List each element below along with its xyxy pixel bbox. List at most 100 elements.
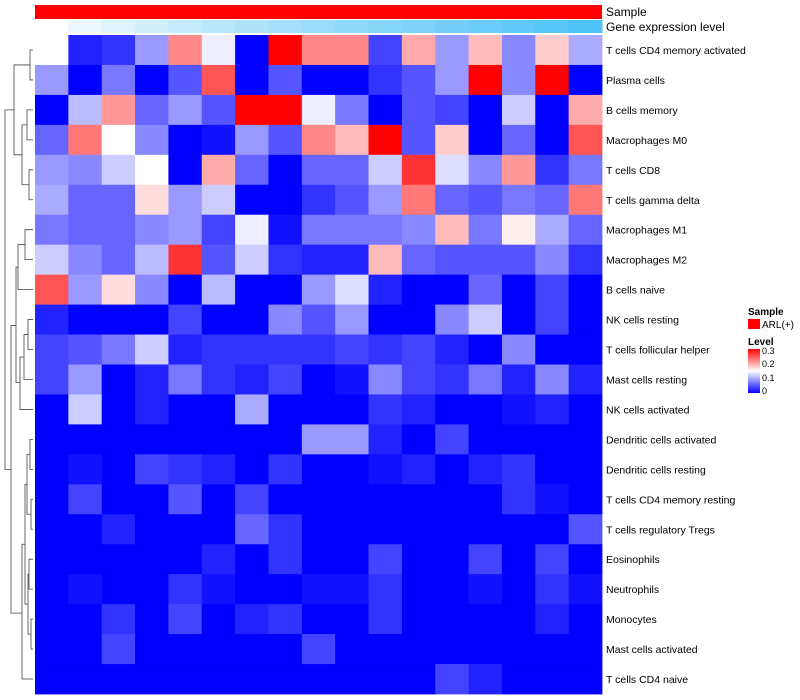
heatmap-cell xyxy=(101,35,136,66)
heatmap-cell xyxy=(301,304,336,335)
heatmap-cell xyxy=(468,634,503,665)
heatmap-cell xyxy=(268,634,303,665)
dendrogram-branch xyxy=(15,266,20,383)
heatmap-cell xyxy=(101,424,136,455)
heatmap-cell xyxy=(335,574,369,605)
row-label: B cells naive xyxy=(606,285,665,297)
heatmap-cell xyxy=(101,154,136,186)
row-label: Dendritic cells resting xyxy=(606,464,706,476)
heatmap-cell xyxy=(35,454,69,485)
heatmap-cell xyxy=(335,544,369,575)
heatmap-cell xyxy=(68,274,103,305)
heatmap-cell xyxy=(68,604,103,635)
heatmap-cell xyxy=(68,94,103,126)
heatmap-cell xyxy=(201,364,236,395)
heatmap-cell xyxy=(68,514,103,545)
expression-track-cell xyxy=(235,20,269,33)
heatmap-cell xyxy=(35,184,69,216)
heatmap-cell xyxy=(135,304,169,335)
heatmap-cell xyxy=(301,634,336,665)
heatmap-cell xyxy=(35,544,69,575)
heatmap-cell xyxy=(68,394,103,425)
heatmap-cell xyxy=(568,184,603,216)
heatmap-cell xyxy=(268,514,303,545)
heatmap-cell xyxy=(268,124,303,156)
heatmap-cell xyxy=(101,454,136,485)
heatmap-cell xyxy=(468,664,503,695)
heatmap-cell xyxy=(301,64,336,96)
heatmap-cell xyxy=(235,484,269,515)
heatmap-cell xyxy=(35,274,69,305)
heatmap-cell xyxy=(568,64,603,96)
heatmap-cell xyxy=(468,184,503,216)
heatmap-cell xyxy=(335,184,369,216)
heatmap-cell xyxy=(468,424,503,455)
heatmap-cell xyxy=(301,604,336,635)
heatmap-cell xyxy=(101,184,136,216)
dendrogram-branch xyxy=(29,438,33,470)
legend-level-tick: 0.2 xyxy=(762,359,775,369)
heatmap-cell xyxy=(501,394,536,425)
heatmap-cell xyxy=(568,604,603,635)
heatmap-cell xyxy=(235,154,269,186)
heatmap-cell xyxy=(135,364,169,395)
row-label: T cells follicular helper xyxy=(606,345,710,357)
row-label: T cells CD8 xyxy=(606,165,660,177)
dendrogram-branch xyxy=(4,109,14,470)
heatmap-cell xyxy=(301,574,336,605)
heatmap-cell xyxy=(501,364,536,395)
heatmap-cell xyxy=(68,124,103,156)
row-label: T cells CD4 naive xyxy=(606,674,688,686)
heatmap-cell xyxy=(401,64,436,96)
dendrogram-branch xyxy=(27,319,33,350)
heatmap-cell xyxy=(501,244,536,276)
heatmap-cell xyxy=(468,124,503,156)
heatmap-cell xyxy=(401,574,436,605)
heatmap-cell xyxy=(468,604,503,635)
heatmap-cell xyxy=(535,274,570,305)
heatmap-cell xyxy=(201,94,236,126)
heatmap-cell xyxy=(568,634,603,665)
heatmap-cell xyxy=(335,604,369,635)
heatmap-cell xyxy=(101,574,136,605)
heatmap-cell xyxy=(201,394,236,425)
heatmap-cell xyxy=(101,274,136,305)
heatmap-cell xyxy=(401,274,436,305)
heatmap-cell xyxy=(135,124,169,156)
heatmap-cell xyxy=(168,244,203,276)
heatmap-cell xyxy=(501,94,536,126)
heatmap-cell xyxy=(301,394,336,425)
heatmap-cell xyxy=(435,274,469,305)
dendrogram-branch xyxy=(24,483,28,605)
heatmap-cell xyxy=(301,35,336,66)
heatmap-cell xyxy=(568,154,603,186)
legend-sample-entry: ARL(+) xyxy=(762,320,794,331)
row-label: Macrophages M1 xyxy=(606,225,687,237)
row-label: B cells memory xyxy=(606,105,679,117)
heatmap-cell xyxy=(401,154,436,186)
legend-sample-swatch xyxy=(748,319,760,329)
row-label: Eosinophils xyxy=(606,554,660,566)
heatmap-cell xyxy=(301,484,336,515)
heatmap-cell xyxy=(501,484,536,515)
heatmap-cell xyxy=(335,124,369,156)
sample-track-label: Sample xyxy=(606,5,647,19)
heatmap-cell xyxy=(568,364,603,395)
heatmap-cell xyxy=(335,64,369,96)
heatmap-cell xyxy=(35,574,69,605)
heatmap-cell xyxy=(401,304,436,335)
heatmap-cell xyxy=(235,364,269,395)
heatmap-cell xyxy=(35,664,69,695)
heatmap-cell xyxy=(368,544,403,575)
heatmap-cell xyxy=(68,424,103,455)
expression-track-cell xyxy=(368,20,403,33)
heatmap-cell xyxy=(501,124,536,156)
heatmap-cell xyxy=(368,424,403,455)
heatmap-cell xyxy=(235,94,269,126)
heatmap-cell xyxy=(535,154,570,186)
heatmap-cell xyxy=(168,334,203,365)
heatmap-cell xyxy=(368,214,403,246)
heatmap-cell xyxy=(468,394,503,425)
heatmap-cell xyxy=(535,604,570,635)
